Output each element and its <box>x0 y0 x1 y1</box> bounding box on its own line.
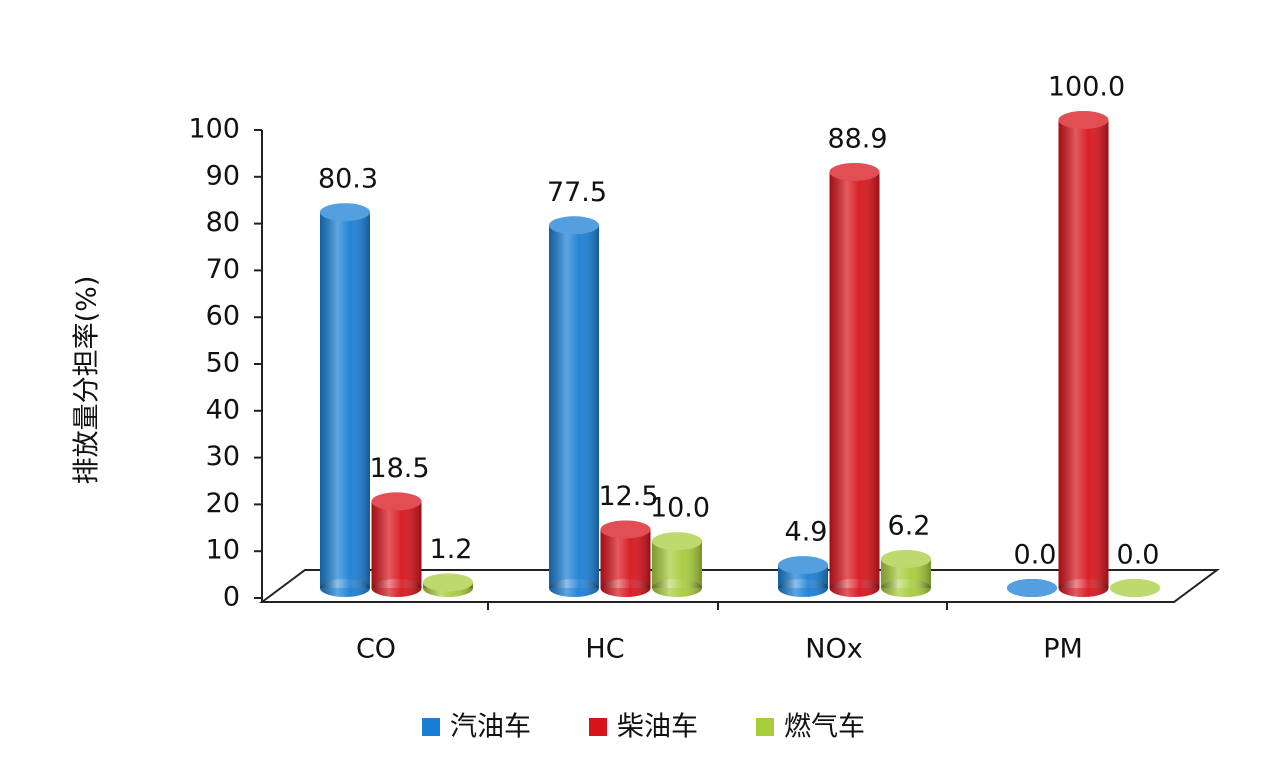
value-label: 18.5 <box>369 453 429 484</box>
bar-base-shade <box>829 579 880 597</box>
bar-base-shade <box>881 579 931 597</box>
value-label: 4.9 <box>785 517 828 548</box>
value-label: 0.0 <box>1014 540 1057 571</box>
bar-top-light <box>652 532 702 551</box>
bar-top <box>600 520 651 539</box>
bar-top <box>778 556 828 575</box>
bar-top-light <box>600 520 651 539</box>
floor <box>258 569 1221 603</box>
bar-top-light <box>320 203 370 222</box>
x-tick-label: CO <box>356 634 396 665</box>
value-label: 0.0 <box>1117 540 1160 571</box>
y-axis-label: 排放量分担率(%) <box>72 276 103 485</box>
bar-shade <box>549 225 599 589</box>
y-tick-label: 30 <box>206 441 240 472</box>
bar-base-shade <box>320 579 370 597</box>
legend-label: 燃气车 <box>784 712 865 743</box>
bar-shade <box>600 529 651 588</box>
bar-top-light <box>1007 579 1057 597</box>
value-label: 12.5 <box>598 481 658 512</box>
x-tick-label: HC <box>585 634 624 665</box>
value-label: 1.2 <box>430 534 473 565</box>
value-label: 77.5 <box>547 177 607 208</box>
value-label: 100.0 <box>1048 72 1125 103</box>
bar-base-shade <box>778 579 828 597</box>
bar-base-shade <box>600 579 651 597</box>
y-tick-label: 40 <box>206 394 240 425</box>
bar-base-shade <box>652 579 702 597</box>
y-tick-label: 0 <box>223 582 240 613</box>
bar-top <box>829 162 880 181</box>
bar-shade <box>829 171 880 588</box>
bar-top-light <box>829 162 880 181</box>
bar-base-shade <box>549 579 599 597</box>
bar-top-light <box>549 216 599 235</box>
y-tick-label: 10 <box>206 535 240 566</box>
x-tick-label: PM <box>1043 634 1083 665</box>
bar-top-light <box>1110 579 1160 597</box>
bar-top-light <box>423 573 473 592</box>
legend-label: 汽油车 <box>450 712 531 743</box>
bar-top <box>881 549 931 568</box>
bar-shade <box>371 501 422 588</box>
legend-swatch <box>589 718 607 736</box>
bar-shade <box>320 212 370 589</box>
bar-top <box>371 492 422 511</box>
y-tick-label: 70 <box>206 254 240 285</box>
bar-top <box>320 203 370 222</box>
y-tick-label: 80 <box>206 207 240 238</box>
y-tick-label: 50 <box>206 348 240 379</box>
value-label: 6.2 <box>888 510 931 541</box>
y-tick-label: 60 <box>206 301 240 332</box>
bar-top-light <box>778 556 828 575</box>
bar-top-light <box>881 549 931 568</box>
x-tick-label: NOx <box>805 634 862 665</box>
legend-label: 柴油车 <box>617 712 698 743</box>
legend-swatch <box>422 718 440 736</box>
bar-top <box>652 532 702 551</box>
y-tick-label: 90 <box>206 160 240 191</box>
bar-top <box>1110 579 1160 597</box>
y-tick-label: 20 <box>206 488 240 519</box>
bar-top <box>1058 111 1109 129</box>
bar-base-shade <box>1058 579 1109 597</box>
bar-top <box>549 216 599 235</box>
bar-base-shade <box>371 579 422 597</box>
bar-top-light <box>1058 111 1109 129</box>
bar-shade <box>1058 120 1109 588</box>
value-label: 10.0 <box>650 493 710 524</box>
bar-top <box>1007 579 1057 597</box>
y-tick-label: 100 <box>188 114 240 145</box>
bar-top <box>423 573 473 592</box>
value-label: 80.3 <box>318 164 378 195</box>
bar-top-light <box>371 492 422 511</box>
legend-swatch <box>756 718 774 736</box>
value-label: 88.9 <box>827 123 887 154</box>
